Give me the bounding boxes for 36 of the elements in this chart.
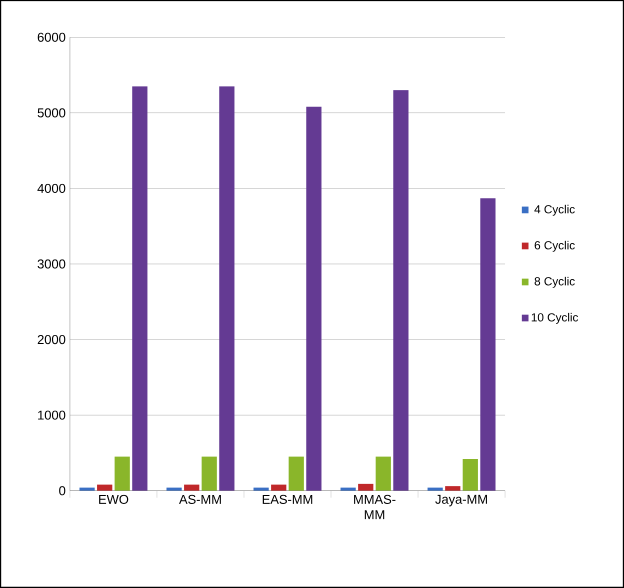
x-tick-label: Jaya-MM xyxy=(435,494,487,506)
x-tick-label: EWO xyxy=(99,494,128,504)
y-tick-label: 2000 xyxy=(38,335,66,344)
legend-label: 8 Cyclic xyxy=(534,276,575,288)
legend-label: 6 Cyclic xyxy=(534,240,575,252)
x-tick-label: EAS-MM xyxy=(262,494,312,504)
bar xyxy=(271,484,286,491)
bar xyxy=(288,456,304,491)
bar xyxy=(254,488,269,491)
bar xyxy=(340,488,356,491)
y-tick-label: 0 xyxy=(59,486,66,496)
bar xyxy=(445,486,460,491)
bar xyxy=(114,456,130,491)
bar xyxy=(306,106,322,491)
bar xyxy=(166,488,182,491)
bar xyxy=(393,90,408,491)
bar xyxy=(376,456,391,491)
bar xyxy=(202,456,217,491)
bar xyxy=(428,488,443,491)
bar xyxy=(97,484,112,491)
y-tick-label: 6000 xyxy=(38,32,66,42)
legend-label: 10 Cyclic xyxy=(532,312,578,324)
legend-label: 4 Cyclic xyxy=(534,204,575,216)
y-tick-label: 3000 xyxy=(38,259,66,269)
bar xyxy=(462,458,478,491)
x-tick-label: MMAS- MM xyxy=(354,494,396,520)
bar xyxy=(132,86,148,491)
bar xyxy=(480,198,496,491)
x-tick-label: AS-MM xyxy=(179,494,221,504)
bar xyxy=(219,86,234,491)
bar xyxy=(79,488,95,491)
bar xyxy=(358,484,374,491)
y-tick-label: 5000 xyxy=(38,108,66,118)
y-tick-label: 4000 xyxy=(37,184,66,193)
y-tick-label: 1000 xyxy=(38,410,66,420)
bar xyxy=(184,484,200,491)
